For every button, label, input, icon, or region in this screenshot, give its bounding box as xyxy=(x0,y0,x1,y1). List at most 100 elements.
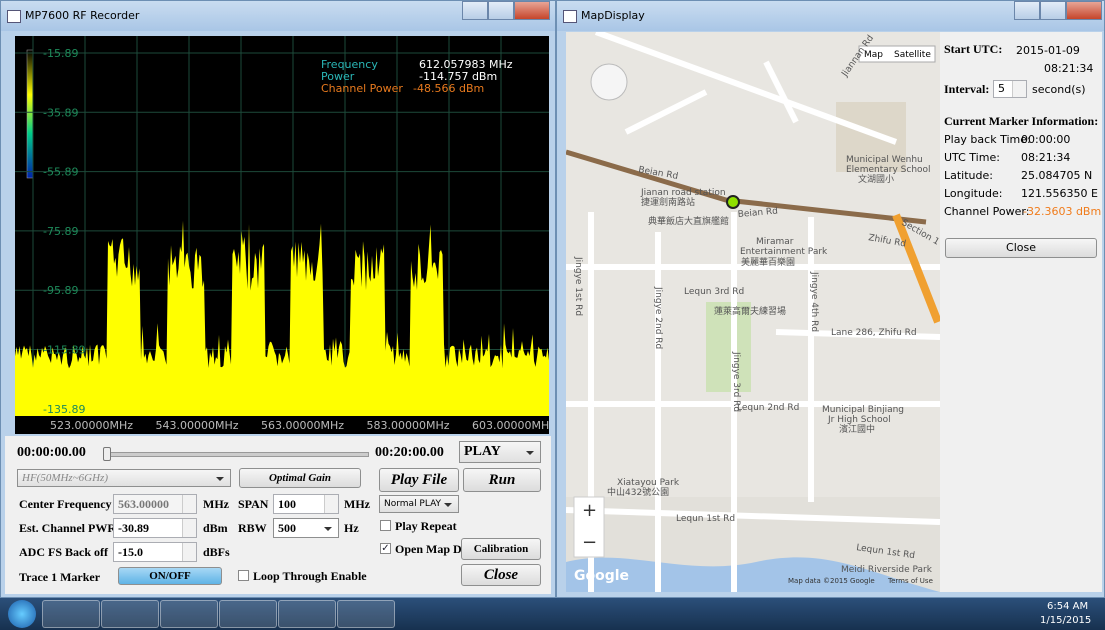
map-label: 蓮萊高爾夫練習場 xyxy=(714,305,786,317)
map-label: Lequn 3rd Rd xyxy=(684,287,744,297)
pan-control[interactable] xyxy=(591,64,627,100)
map-label: Lequn 2nd Rd xyxy=(737,403,799,413)
spinner[interactable] xyxy=(182,543,196,561)
on-off-button[interactable]: ON/OFF xyxy=(118,567,222,585)
x-label: 583.00000MHz xyxy=(367,419,450,432)
info-label: Longitude: xyxy=(944,187,1002,200)
zoom-in[interactable]: + xyxy=(582,500,597,521)
slider-thumb[interactable] xyxy=(103,447,111,461)
window-icon xyxy=(7,10,21,23)
position-marker[interactable] xyxy=(727,196,739,208)
input-value: 5 xyxy=(998,82,1005,95)
readout-label: Channel Power xyxy=(321,82,403,95)
spinner[interactable] xyxy=(1012,81,1026,97)
taskbar-app[interactable] xyxy=(337,600,395,628)
spinner[interactable] xyxy=(324,495,338,513)
channel-pwr-input[interactable]: -30.89 xyxy=(113,518,197,538)
map-label: Elementary School xyxy=(846,165,931,175)
checkbox-label: Loop Through Enable xyxy=(253,569,367,584)
info-value: 00:00:00 xyxy=(1021,133,1070,146)
taskbar-app[interactable] xyxy=(219,600,277,628)
info-value: -32.3603 dBm xyxy=(1023,205,1101,218)
y-label: -55.89 xyxy=(43,166,78,179)
map-window: MapDisplay Map Satellite + − Google Map … xyxy=(556,0,1105,598)
x-label: 603.00000MHz xyxy=(472,419,549,432)
band-dropdown[interactable]: HF(50MHz~6GHz) xyxy=(17,469,231,487)
taskbar-app[interactable] xyxy=(101,600,159,628)
y-label: -135.89 xyxy=(43,403,85,416)
map-label: Xiatayou Park xyxy=(617,478,680,488)
start-button[interactable] xyxy=(8,600,36,628)
input-value: -30.89 xyxy=(118,521,149,535)
readout-value: -48.566 dBm xyxy=(413,82,484,95)
zoom-out[interactable]: − xyxy=(582,532,597,553)
field-label: Center Frequency xyxy=(19,497,112,512)
maximize[interactable] xyxy=(1040,1,1066,20)
checkbox-label: Open Map D xyxy=(395,542,462,557)
map-label: Jr High School xyxy=(827,415,891,425)
clock-date: 1/15/2015 xyxy=(1040,615,1091,626)
run-button[interactable]: Run xyxy=(463,468,541,492)
taskbar-app[interactable] xyxy=(278,600,336,628)
map-label: Municipal Wenhu xyxy=(846,155,923,165)
calibration-button[interactable]: Calibration xyxy=(461,538,541,560)
map-label: Jianan road station xyxy=(640,188,726,198)
close-button[interactable]: Close xyxy=(461,564,541,586)
map[interactable]: Map Satellite + − Google Map data ©2015 … xyxy=(566,32,940,592)
field-label: Est. Channel PWR xyxy=(19,521,116,536)
title-bar: MapDisplay xyxy=(557,1,1104,31)
unit: second(s) xyxy=(1032,83,1086,96)
window-title: MP7600 RF Recorder xyxy=(25,9,139,22)
play-file-button[interactable]: Play File xyxy=(379,468,459,492)
input-value: 100 xyxy=(278,497,296,511)
close-window[interactable] xyxy=(514,1,550,20)
map-label: 文湖國小 xyxy=(858,173,894,185)
field-label: ADC FS Back off xyxy=(19,545,108,560)
adc-input[interactable]: -15.0 xyxy=(113,542,197,562)
info-value: 25.084705 N xyxy=(1021,169,1092,182)
interval-input[interactable]: 5 xyxy=(993,80,1027,98)
play-mode-dropdown[interactable]: PLAY xyxy=(459,441,541,463)
unit: dBFs xyxy=(203,545,230,560)
loop-through-checkbox[interactable] xyxy=(238,570,249,581)
terms-link[interactable]: Terms of Use xyxy=(887,577,933,585)
map-label: Lane 286, Zhifu Rd xyxy=(831,328,917,338)
spinner[interactable] xyxy=(182,495,196,513)
taskbar-app[interactable] xyxy=(160,600,218,628)
field-value: 08:21:34 xyxy=(1044,62,1093,75)
map-label: 美麗華百樂園 xyxy=(741,256,795,268)
minimize[interactable] xyxy=(1014,1,1040,20)
recorder-window: MP7600 RF Recorder -15.89-35.89-55.89-75… xyxy=(0,0,556,598)
minimize[interactable] xyxy=(462,1,488,20)
info-value: 121.556350 E xyxy=(1021,187,1098,200)
map-label: Jingye 2nd Rd xyxy=(653,286,663,349)
window-icon xyxy=(563,10,577,23)
map-label: Entertainment Park xyxy=(740,247,828,257)
optimal-gain-button[interactable]: Optimal Gain xyxy=(239,468,361,488)
map-label: 中山432號公園 xyxy=(607,486,669,498)
y-label: -15.89 xyxy=(43,47,78,60)
normal-play-dropdown[interactable]: Normal PLAY xyxy=(379,495,459,513)
map-label: Miramar xyxy=(756,237,794,247)
map-label: 濱江國中 xyxy=(839,423,875,435)
open-map-checkbox[interactable]: ✓ xyxy=(380,543,391,554)
unit: dBm xyxy=(203,521,228,536)
map-close-button[interactable]: Close xyxy=(945,238,1097,258)
play-repeat-checkbox[interactable] xyxy=(380,520,391,531)
map-label: Lequn 1st Rd xyxy=(676,514,735,524)
field-value: 2015-01-09 xyxy=(1016,44,1080,57)
span-input[interactable]: 100 xyxy=(273,494,339,514)
close-window[interactable] xyxy=(1066,1,1102,20)
input-value: 563.00000 xyxy=(118,497,169,511)
time-slider[interactable] xyxy=(103,452,369,457)
maximize[interactable] xyxy=(488,1,514,20)
map-type-button[interactable]: Satellite xyxy=(894,50,931,60)
info-label: Channel Power: xyxy=(944,205,1029,218)
info-label: UTC Time: xyxy=(944,151,1000,164)
center-frequency-input[interactable]: 563.00000 xyxy=(113,494,197,514)
end-time: 00:20:00.00 xyxy=(375,445,444,461)
desktop: MP7600 RF Recorder -15.89-35.89-55.89-75… xyxy=(0,0,1105,630)
rbw-dropdown[interactable]: 500 xyxy=(273,518,339,538)
taskbar-app[interactable] xyxy=(42,600,100,628)
spinner[interactable] xyxy=(182,519,196,537)
